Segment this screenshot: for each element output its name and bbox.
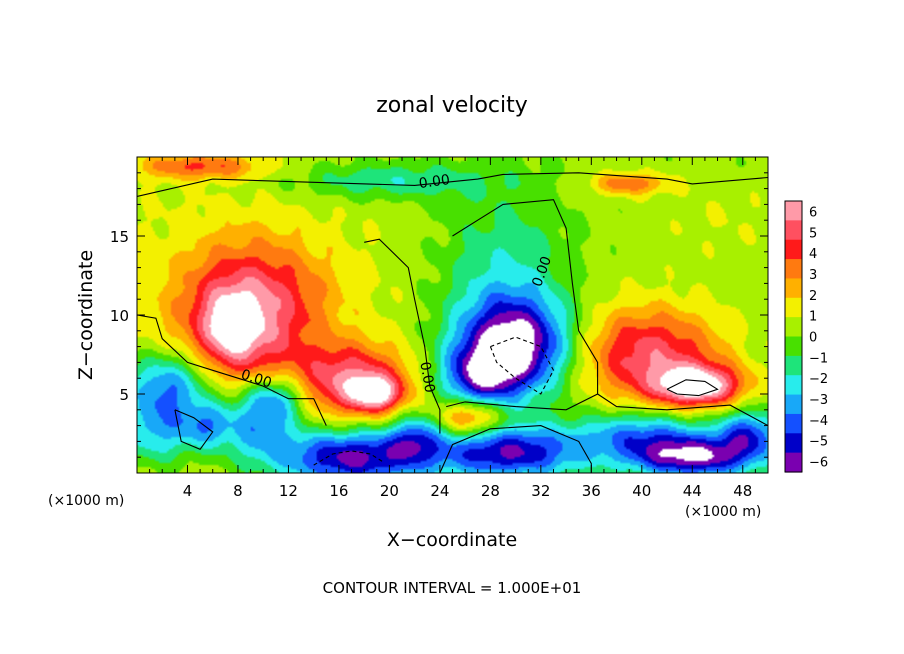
- colorbar-tick-label: 1: [809, 310, 817, 325]
- colorbar-tick-label: −3: [809, 393, 828, 408]
- y-axis-label: Z−coordinate: [75, 250, 97, 380]
- colorbar: 6 5 4 3 2 1 0 −1 −2 −3 −4 −5 −6: [784, 200, 828, 473]
- y-tick-label: 5: [119, 386, 129, 404]
- x-tick-label: 12: [279, 482, 298, 500]
- contour-line-1: [137, 172, 768, 198]
- contour-line-8: [489, 336, 555, 395]
- x-tick-label: 48: [733, 482, 752, 500]
- x-tick-label: 16: [329, 482, 348, 500]
- x-tick-label: 28: [481, 482, 500, 500]
- colorbar-swatch: [785, 239, 802, 260]
- x-tick-label: 4: [183, 482, 193, 500]
- contour-line-9: [313, 450, 384, 466]
- contour-interval-note: CONTOUR INTERVAL = 1.000E+01: [323, 579, 582, 597]
- colorbar-tick-label: 5: [809, 226, 817, 241]
- contour-line-2: [137, 314, 327, 426]
- contour-label-1: 0.00: [418, 172, 451, 192]
- contour-line-5: [597, 393, 768, 427]
- contour-line-4: [446, 199, 599, 411]
- colorbar-swatch: [785, 259, 802, 280]
- colorbar-swatch: [785, 297, 802, 318]
- y-tick-label: 15: [110, 228, 129, 246]
- chart-title: zonal velocity: [376, 93, 528, 118]
- x-unit-right: (×1000 m): [685, 504, 761, 520]
- colorbar-swatch: [785, 355, 802, 376]
- colorbar-swatch: [785, 413, 802, 434]
- x-tick-label: 8: [233, 482, 243, 500]
- colorbar-swatch: [785, 452, 802, 473]
- colorbar-swatch: [785, 220, 802, 241]
- colorbar-swatch: [785, 375, 802, 396]
- colorbar-swatch: [785, 278, 802, 299]
- colorbar-swatch: [785, 433, 802, 454]
- colorbar-swatch: [785, 201, 802, 221]
- plot-area: 0.000.00 0.000.00: [136, 156, 769, 474]
- x-axis-label: X−coordinate: [387, 529, 517, 551]
- heatmap-field: [137, 157, 768, 473]
- colorbar-tick-label: 0: [809, 331, 817, 346]
- colorbar-tick-label: −6: [809, 456, 828, 471]
- colorbar-tick-label: 6: [809, 205, 817, 220]
- colorbar-tick-label: −1: [809, 351, 828, 366]
- contour-layer: [137, 172, 768, 473]
- colorbar-swatch: [785, 317, 802, 338]
- colorbar-tick-label: −2: [809, 372, 828, 387]
- y-axis: 5 10 15: [110, 172, 768, 458]
- x-tick-label: 44: [683, 482, 702, 500]
- x-tick-label: 40: [632, 482, 651, 500]
- colorbar-tick-label: −4: [809, 414, 828, 429]
- y-tick-label: 10: [110, 307, 129, 325]
- x-tick-label: 24: [430, 482, 449, 500]
- colorbar-tick-label: 4: [809, 247, 817, 262]
- contour-line-10: [666, 379, 719, 397]
- x-tick-label: 32: [531, 482, 550, 500]
- x-tick-label: 20: [380, 482, 399, 500]
- colorbar-tick-label: −5: [809, 435, 828, 450]
- contour-line-7: [174, 409, 214, 450]
- contour-line-6: [439, 425, 592, 473]
- colorbar-swatch: [785, 394, 802, 415]
- colorbar-frame: [784, 200, 803, 473]
- contour-line-3: [364, 238, 441, 434]
- colorbar-tick-label: 2: [809, 289, 817, 304]
- colorbar-swatch: [785, 336, 802, 357]
- colorbar-tick-label: 3: [809, 268, 817, 283]
- x-tick-label: 36: [582, 482, 601, 500]
- x-unit-left: (×1000 m): [48, 493, 124, 509]
- x-axis: 4 8 12 16 20 24 28 32 36 40 44 48: [149, 157, 756, 500]
- contour-label-3: 0.00: [416, 361, 437, 394]
